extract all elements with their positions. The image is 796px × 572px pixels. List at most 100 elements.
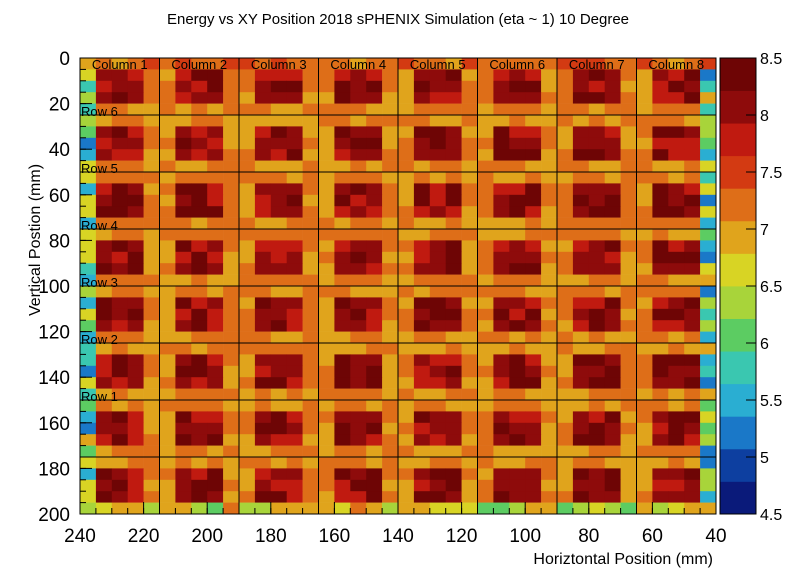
heat-cell <box>366 126 383 139</box>
heat-cell <box>334 377 351 389</box>
heat-cell <box>127 126 144 139</box>
heat-cell <box>398 217 415 230</box>
heat-cell <box>398 137 415 150</box>
heat-cell <box>127 160 144 173</box>
heat-cell <box>429 343 446 355</box>
heat-cell <box>80 320 97 332</box>
heat-cell <box>366 160 383 173</box>
heat-cell <box>350 69 367 82</box>
heat-cell <box>493 411 510 424</box>
heat-cell <box>477 69 494 82</box>
heat-cell <box>143 126 160 139</box>
heat-cell <box>159 491 176 503</box>
heat-cell <box>366 468 383 481</box>
heat-cell <box>366 308 383 321</box>
heat-cell <box>604 103 621 116</box>
heat-cell <box>127 491 144 503</box>
heat-cell <box>652 126 669 139</box>
heat-cell <box>668 434 685 446</box>
x-tick-label: 40 <box>705 526 726 547</box>
heat-cell <box>509 377 526 389</box>
heat-cell <box>143 434 160 446</box>
heat-cell <box>620 377 637 389</box>
heat-cell <box>302 240 319 253</box>
heat-cell <box>286 137 303 150</box>
heat-cell <box>207 297 224 310</box>
heat-cell <box>207 354 224 367</box>
heat-cell <box>413 172 431 184</box>
heat-cell <box>398 411 415 424</box>
heat-cell <box>461 343 478 355</box>
heat-cell <box>509 229 526 241</box>
heat-cell <box>668 80 685 93</box>
heat-cell <box>318 422 335 435</box>
heat-cell <box>111 183 128 196</box>
heat-cell <box>525 286 542 298</box>
heat-cell <box>604 229 621 241</box>
heat-cell <box>207 331 224 344</box>
heat-cell <box>588 58 605 70</box>
heat-cell <box>223 183 240 196</box>
heat-cell <box>588 251 605 264</box>
heat-cell <box>127 58 144 70</box>
heat-cell <box>127 320 144 332</box>
heat-cell <box>604 297 621 310</box>
heat-cell <box>175 411 192 424</box>
heat-cell <box>684 457 701 469</box>
heat-cell <box>143 331 160 344</box>
heat-cell <box>652 297 669 310</box>
heat-cell <box>636 263 653 275</box>
heat-cell <box>493 263 510 275</box>
x-tick-label: 220 <box>128 526 160 547</box>
heat-cell <box>477 434 494 446</box>
heat-cell <box>477 92 494 104</box>
heat-cell <box>223 457 240 469</box>
column-labels: Column 1 Column 2 Column 3 Column 4 Column 5… <box>92 57 704 72</box>
heat-cell <box>429 388 446 401</box>
heat-cell <box>143 263 160 275</box>
heat-cell <box>302 137 319 150</box>
heat-cell <box>350 115 367 127</box>
heat-cell <box>429 194 446 207</box>
heat-cell <box>95 240 113 253</box>
heat-cell <box>127 308 144 321</box>
heat-cell <box>636 194 653 207</box>
heat-cell <box>572 297 590 310</box>
heat-cell <box>80 286 97 298</box>
heat-cell <box>95 468 113 481</box>
heat-cell <box>175 308 192 321</box>
heat-cell <box>588 217 605 230</box>
heat-cell <box>223 331 240 344</box>
heat-cell <box>700 365 717 378</box>
heat-cell <box>95 137 113 150</box>
heat-cell <box>525 217 542 230</box>
heat-cell <box>382 388 399 401</box>
heat-cell <box>684 354 701 367</box>
heat-cell <box>302 457 319 469</box>
heat-cell <box>270 297 287 310</box>
heat-cell <box>604 479 621 492</box>
heat-cell <box>350 160 367 173</box>
heat-cell <box>191 217 208 230</box>
heat-cell <box>382 206 399 218</box>
heat-cell <box>429 92 446 104</box>
heat-cell <box>445 331 462 344</box>
heat-cell <box>652 343 669 355</box>
heat-cell <box>191 468 208 481</box>
heat-cell <box>461 491 478 503</box>
heat-cell <box>159 263 176 275</box>
heat-cell <box>445 400 462 412</box>
heat-cell <box>207 274 224 287</box>
heat-cell <box>668 160 685 173</box>
heat-cell <box>207 160 224 173</box>
heat-cell <box>684 217 701 230</box>
heat-cell <box>572 263 590 275</box>
y-axis-label: Vertical Postion (mm) <box>27 164 44 316</box>
heat-cell <box>700 172 717 184</box>
heat-cell <box>620 160 637 173</box>
heat-cell <box>557 457 574 469</box>
heat-cell <box>270 422 287 435</box>
heat-cell <box>413 240 431 253</box>
heat-cell <box>429 137 446 150</box>
heat-cell <box>572 206 590 218</box>
